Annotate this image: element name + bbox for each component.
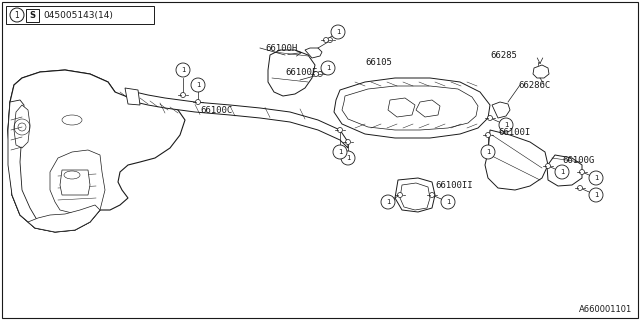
Circle shape — [381, 195, 395, 209]
Circle shape — [579, 170, 584, 174]
Circle shape — [341, 151, 355, 165]
Polygon shape — [342, 86, 478, 130]
Text: 1: 1 — [15, 11, 19, 20]
Text: 1: 1 — [445, 199, 451, 205]
Polygon shape — [8, 70, 115, 232]
Circle shape — [337, 127, 342, 132]
Polygon shape — [50, 150, 105, 215]
Polygon shape — [400, 183, 430, 210]
Polygon shape — [388, 98, 415, 117]
Circle shape — [488, 116, 493, 121]
Circle shape — [486, 132, 490, 138]
Circle shape — [323, 37, 328, 43]
Circle shape — [397, 193, 403, 197]
Polygon shape — [416, 100, 440, 117]
Polygon shape — [533, 65, 549, 78]
Circle shape — [191, 78, 205, 92]
Polygon shape — [268, 50, 315, 96]
Circle shape — [328, 37, 333, 43]
Text: 1: 1 — [504, 122, 508, 128]
Polygon shape — [135, 92, 348, 148]
Text: 66100C: 66100C — [200, 106, 232, 115]
Circle shape — [176, 63, 190, 77]
Text: 1: 1 — [326, 65, 330, 71]
Text: 66286C: 66286C — [518, 81, 550, 90]
Text: 1: 1 — [346, 155, 350, 161]
Text: 66100F: 66100F — [285, 68, 317, 76]
Text: 1: 1 — [594, 175, 598, 181]
Polygon shape — [8, 100, 40, 228]
Polygon shape — [60, 170, 90, 195]
Text: 66285: 66285 — [490, 51, 517, 60]
Bar — [6, 6, 154, 24]
Text: 1: 1 — [386, 199, 390, 205]
Circle shape — [577, 186, 582, 190]
Text: 66100II: 66100II — [435, 180, 472, 189]
Polygon shape — [28, 205, 100, 232]
Circle shape — [481, 145, 495, 159]
Circle shape — [195, 100, 200, 105]
Text: 1: 1 — [594, 192, 598, 198]
Circle shape — [321, 61, 335, 75]
Circle shape — [545, 164, 550, 169]
Circle shape — [499, 118, 513, 132]
Circle shape — [331, 25, 345, 39]
Polygon shape — [125, 88, 140, 105]
Polygon shape — [8, 70, 185, 232]
Text: 66100H: 66100H — [265, 44, 297, 52]
Circle shape — [180, 92, 186, 98]
Text: 66100I: 66100I — [498, 127, 531, 137]
Text: 66100G: 66100G — [562, 156, 595, 164]
Polygon shape — [14, 105, 30, 148]
Polygon shape — [547, 155, 582, 186]
Circle shape — [555, 165, 569, 179]
Polygon shape — [334, 78, 490, 138]
Circle shape — [346, 140, 351, 145]
Polygon shape — [492, 102, 510, 118]
Polygon shape — [485, 130, 548, 190]
Polygon shape — [395, 178, 435, 212]
Text: A660001101: A660001101 — [579, 305, 632, 314]
Text: 1: 1 — [486, 149, 490, 155]
Bar — [26, 9, 39, 22]
Circle shape — [429, 193, 435, 197]
Text: 1: 1 — [560, 169, 564, 175]
Polygon shape — [305, 48, 322, 58]
Text: 1: 1 — [336, 29, 340, 35]
Circle shape — [317, 71, 323, 76]
Text: 045005143(14): 045005143(14) — [43, 11, 113, 20]
Circle shape — [589, 188, 603, 202]
Circle shape — [314, 71, 319, 76]
Text: 1: 1 — [196, 82, 200, 88]
Circle shape — [333, 145, 347, 159]
Circle shape — [589, 171, 603, 185]
Text: 1: 1 — [338, 149, 342, 155]
Circle shape — [441, 195, 455, 209]
Text: S: S — [29, 11, 35, 20]
Text: 1: 1 — [180, 67, 185, 73]
Text: 66105: 66105 — [365, 58, 392, 67]
